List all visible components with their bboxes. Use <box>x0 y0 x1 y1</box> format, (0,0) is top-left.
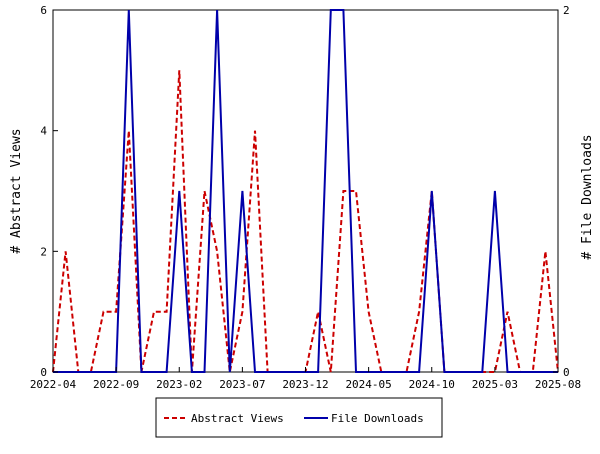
legend: Abstract Views File Downloads <box>155 397 443 438</box>
x-tick-label: 2023-12 <box>282 378 328 391</box>
series-line-file-downloads <box>53 9 558 373</box>
x-axis: 2022-04 2022-09 2023-02 2023-07 2023-12 2024-… <box>30 367 581 391</box>
x-tick-label: 2025-03 <box>472 378 518 391</box>
right-y-axis: 02 <box>553 4 570 379</box>
left-y-tick-label: 4 <box>40 125 47 138</box>
x-tick-label: 2022-04 <box>30 378 77 391</box>
plot-area <box>52 9 559 373</box>
x-tick-label: 2023-02 <box>156 378 202 391</box>
plot-frame <box>52 9 559 373</box>
legend-label-abstract-views: Abstract Views <box>191 412 284 425</box>
right-y-tick-label: 0 <box>563 366 570 379</box>
left-y-tick-label: 2 <box>40 245 47 258</box>
left-y-tick-label: 6 <box>40 4 47 17</box>
x-tick-label: 2024-10 <box>409 378 455 391</box>
right-y-tick-label: 2 <box>563 4 570 17</box>
series-line-abstract-views <box>52 70 559 373</box>
left-y-axis-label: # Abstract Views <box>9 128 24 253</box>
left-y-axis: 0 2 4 6 <box>40 4 58 379</box>
x-tick-label: 2022-09 <box>93 378 139 391</box>
x-tick-label: 2023-07 <box>219 378 265 391</box>
x-tick-label: 2024-05 <box>345 378 391 391</box>
x-tick-label: 2025-08 <box>535 378 581 391</box>
left-y-tick-label: 0 <box>40 366 47 379</box>
legend-box <box>155 397 443 438</box>
right-y-axis-label: # File Downloads <box>580 134 595 259</box>
legend-label-file-downloads: File Downloads <box>331 412 424 425</box>
